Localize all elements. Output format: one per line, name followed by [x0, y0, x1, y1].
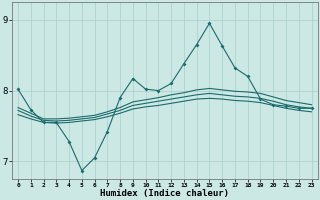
X-axis label: Humidex (Indice chaleur): Humidex (Indice chaleur)	[100, 189, 229, 198]
